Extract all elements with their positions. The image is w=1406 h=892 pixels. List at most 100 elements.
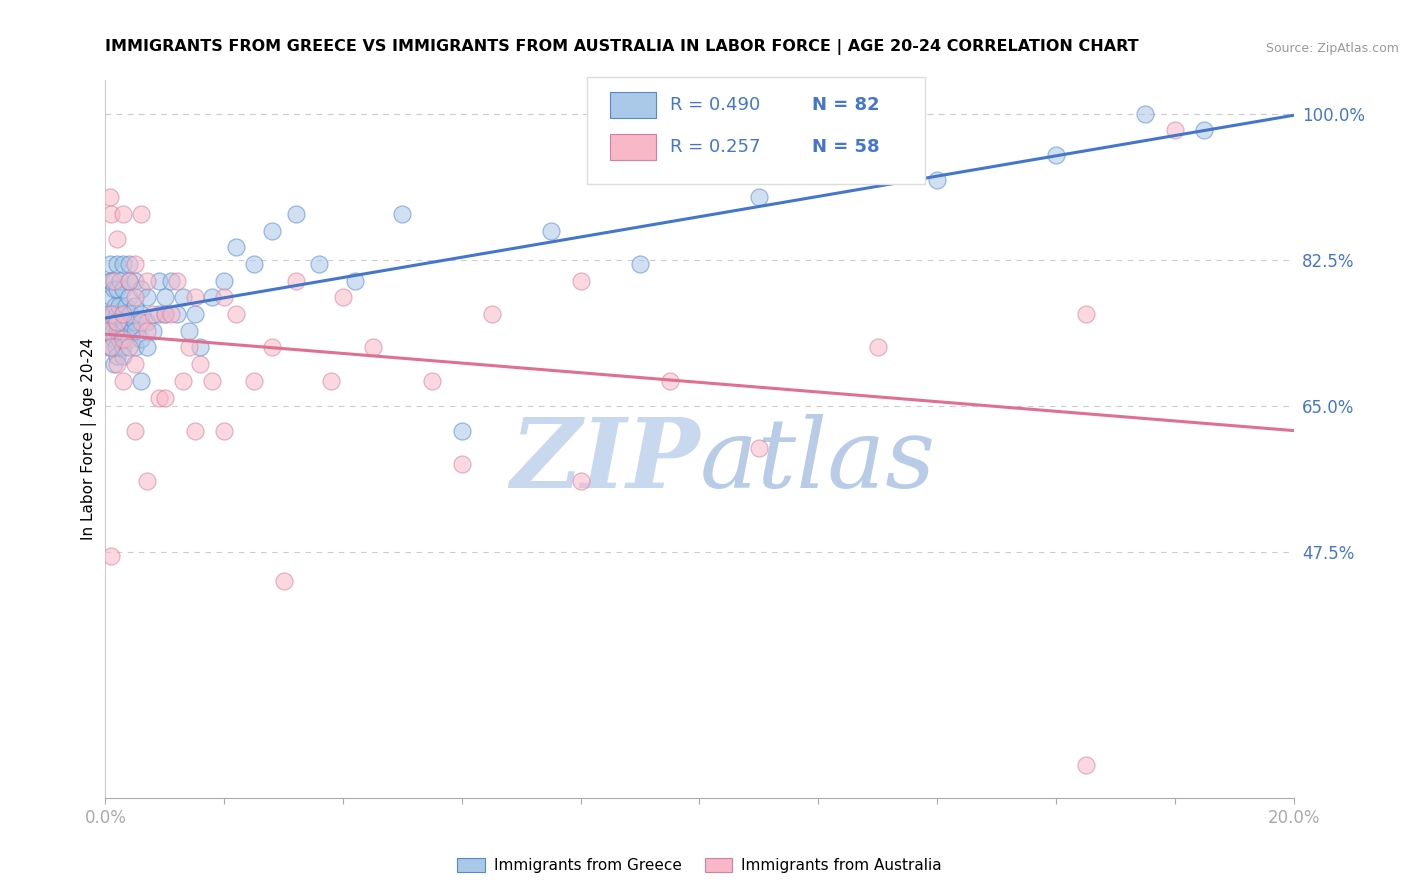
Point xyxy=(361,341,384,355)
Point xyxy=(98,190,121,204)
Point xyxy=(124,257,146,271)
Point xyxy=(1045,148,1067,162)
Point xyxy=(103,332,125,346)
Text: N = 58: N = 58 xyxy=(813,138,880,156)
Text: atlas: atlas xyxy=(700,414,935,508)
Point xyxy=(124,315,146,329)
Point xyxy=(100,207,122,221)
Point xyxy=(112,307,135,321)
Point xyxy=(124,324,146,338)
Point xyxy=(105,324,128,338)
Point xyxy=(177,324,200,338)
Point xyxy=(100,315,122,329)
Point xyxy=(332,290,354,304)
FancyBboxPatch shape xyxy=(610,93,655,119)
Point xyxy=(110,324,132,338)
Point xyxy=(107,332,129,346)
Point xyxy=(101,324,124,338)
Point xyxy=(569,274,592,288)
Point xyxy=(183,290,205,304)
Point xyxy=(121,324,143,338)
Point xyxy=(98,257,121,271)
Point xyxy=(112,257,135,271)
Point xyxy=(96,324,118,338)
Point xyxy=(124,357,146,371)
Point xyxy=(98,341,121,355)
Point xyxy=(1133,106,1156,120)
Point xyxy=(308,257,330,271)
Point xyxy=(115,299,138,313)
Point xyxy=(104,315,127,329)
Point xyxy=(166,307,188,321)
Point xyxy=(159,274,181,288)
Point xyxy=(748,441,770,455)
Point xyxy=(658,374,681,388)
Point xyxy=(112,324,135,338)
Point xyxy=(177,341,200,355)
Point xyxy=(284,274,307,288)
Point xyxy=(1074,307,1097,321)
Point xyxy=(153,290,176,304)
Point xyxy=(1074,758,1097,772)
Point xyxy=(166,274,188,288)
Point xyxy=(110,274,132,288)
Point xyxy=(114,315,136,329)
FancyBboxPatch shape xyxy=(610,134,655,160)
Point xyxy=(129,332,152,346)
Point xyxy=(100,290,122,304)
Point xyxy=(105,315,128,329)
Point xyxy=(104,299,127,313)
Point xyxy=(183,424,205,438)
Point xyxy=(105,257,128,271)
Point xyxy=(112,207,135,221)
Point xyxy=(118,274,141,288)
Point xyxy=(129,307,152,321)
Point xyxy=(273,574,295,589)
Point xyxy=(214,290,236,304)
Point xyxy=(450,424,472,438)
Point xyxy=(142,307,165,321)
Point xyxy=(129,282,152,296)
Point xyxy=(124,290,146,304)
Point xyxy=(343,274,366,288)
Point xyxy=(190,341,212,355)
Point xyxy=(112,374,135,388)
Point xyxy=(927,173,949,187)
Text: ZIP: ZIP xyxy=(510,414,700,508)
Point xyxy=(105,315,128,329)
Point xyxy=(105,341,128,355)
Text: N = 82: N = 82 xyxy=(813,96,880,114)
Point xyxy=(136,474,159,488)
Point xyxy=(225,307,247,321)
Point xyxy=(243,257,266,271)
Point xyxy=(112,307,135,321)
Point xyxy=(136,315,159,329)
Point xyxy=(243,374,266,388)
Point xyxy=(628,257,651,271)
Point xyxy=(124,274,146,288)
Point xyxy=(103,357,125,371)
Point xyxy=(118,274,141,288)
Point xyxy=(105,307,128,321)
Point xyxy=(172,290,194,304)
Point xyxy=(100,341,122,355)
Point xyxy=(153,307,176,321)
Point xyxy=(100,549,122,564)
Point xyxy=(540,223,562,237)
Point xyxy=(136,324,159,338)
Point xyxy=(118,315,141,329)
Point xyxy=(118,257,141,271)
Point xyxy=(112,341,135,355)
Text: R = 0.257: R = 0.257 xyxy=(669,138,761,156)
Text: Source: ZipAtlas.com: Source: ZipAtlas.com xyxy=(1265,42,1399,55)
Point xyxy=(569,474,592,488)
Point xyxy=(108,299,131,313)
Point xyxy=(148,274,170,288)
Point xyxy=(201,374,224,388)
Point xyxy=(112,282,135,296)
Point xyxy=(98,274,121,288)
Point xyxy=(136,274,159,288)
Point xyxy=(153,391,176,405)
Point xyxy=(1194,123,1216,137)
Point xyxy=(136,341,159,355)
